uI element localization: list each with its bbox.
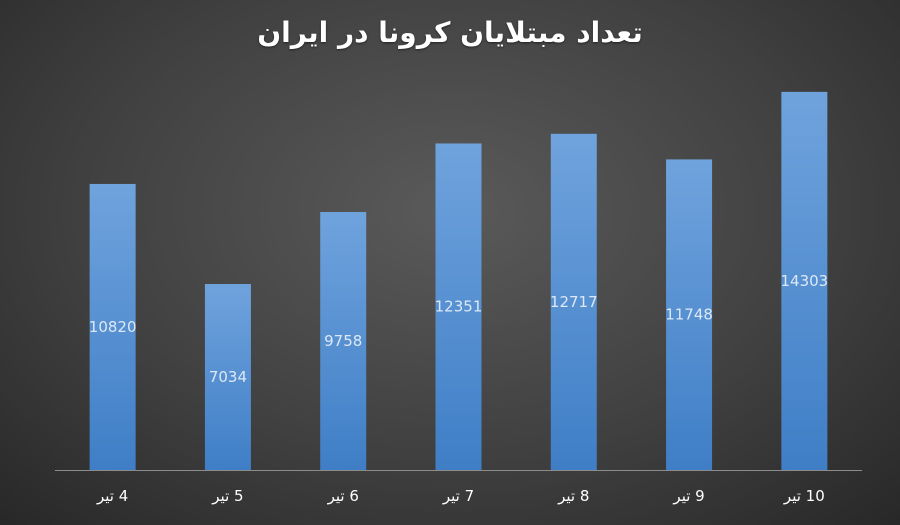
- chart-title: تعداد مبتلایان کرونا در ایران: [257, 16, 643, 49]
- data-label-6: 11748: [665, 306, 713, 324]
- x-tick-label-1: 4 تیر: [96, 487, 128, 505]
- data-label-4: 12351: [435, 298, 483, 316]
- data-label-1: 10820: [89, 318, 137, 336]
- bars-layer: [89, 91, 828, 471]
- data-label-3: 9758: [324, 332, 362, 350]
- x-tick-label-5: 8 تیر: [557, 487, 589, 505]
- data-labels-layer: 10820 7034 9758 12351 12717 11748 14303: [89, 272, 828, 386]
- x-tick-label-3: 6 تیر: [327, 487, 359, 505]
- bar-4: [435, 143, 482, 470]
- x-tick-labels-layer: 4 تیر 5 تیر 6 تیر 7 تیر 8 تیر 9 تیر 10 تیر: [96, 487, 825, 505]
- bar-2: [204, 284, 251, 470]
- bar-7: [781, 91, 828, 470]
- data-label-5: 12717: [550, 293, 598, 311]
- x-tick-label-7: 10 تیر: [783, 487, 825, 505]
- data-label-2: 7034: [209, 368, 247, 386]
- x-tick-label-4: 7 تیر: [442, 487, 474, 505]
- bar-1: [89, 183, 136, 471]
- data-label-7: 14303: [780, 272, 828, 290]
- bar-3: [320, 212, 367, 470]
- x-tick-label-2: 5 تیر: [211, 487, 243, 505]
- bar-5: [550, 133, 597, 470]
- x-tick-label-6: 9 تیر: [672, 487, 704, 505]
- bar-6: [666, 159, 713, 471]
